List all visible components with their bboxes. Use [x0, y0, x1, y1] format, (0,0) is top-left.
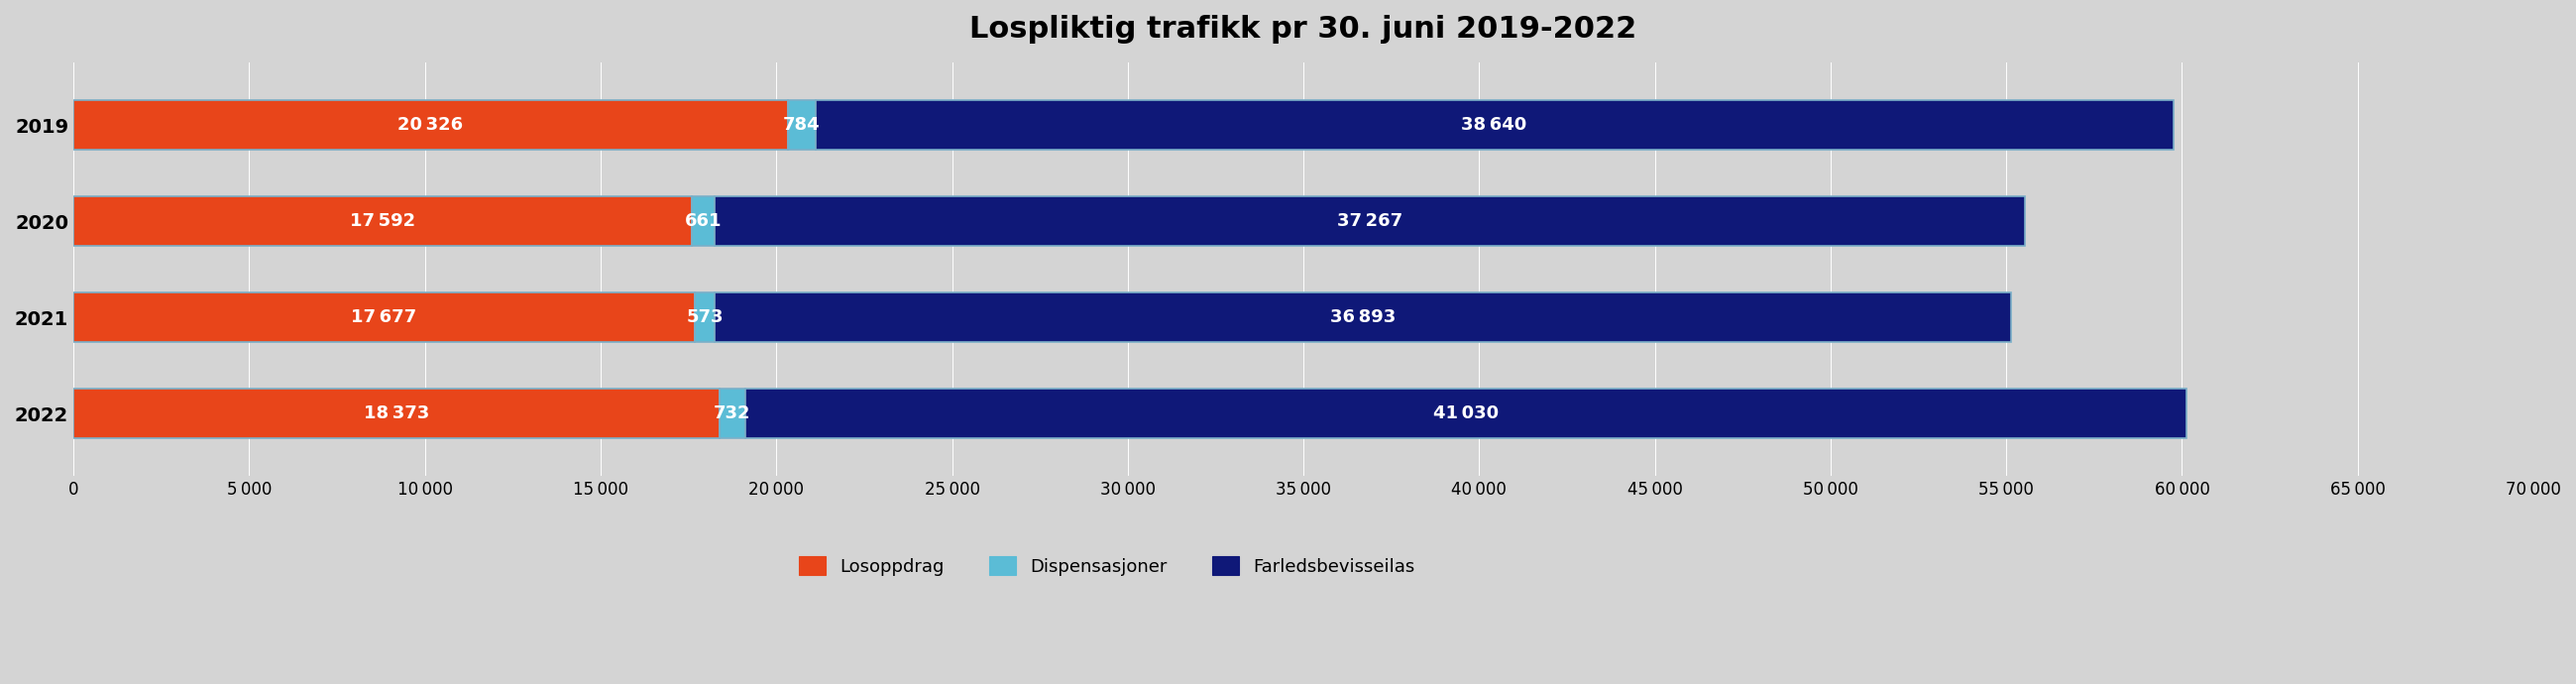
Text: 573: 573 — [685, 308, 724, 326]
Bar — [75, 100, 788, 150]
Text: 661: 661 — [685, 212, 721, 230]
Bar — [714, 292, 2012, 342]
Text: 20 326: 20 326 — [397, 116, 464, 134]
Bar — [75, 292, 696, 342]
Bar — [693, 196, 716, 246]
Bar — [719, 389, 744, 438]
Text: 37 267: 37 267 — [1337, 212, 1401, 230]
Bar — [75, 389, 719, 438]
Bar — [716, 196, 2025, 246]
Bar — [817, 100, 2174, 150]
Text: 732: 732 — [714, 404, 750, 422]
Bar — [744, 389, 2187, 438]
Text: 36 893: 36 893 — [1329, 308, 1396, 326]
Bar — [75, 196, 693, 246]
Text: 38 640: 38 640 — [1461, 116, 1528, 134]
Bar — [788, 100, 817, 150]
Text: 17 592: 17 592 — [350, 212, 415, 230]
Text: 41 030: 41 030 — [1432, 404, 1499, 422]
Legend: Losoppdrag, Dispensasjoner, Farledsbevisseilas: Losoppdrag, Dispensasjoner, Farledsbevis… — [791, 549, 1422, 583]
Text: 784: 784 — [783, 116, 819, 134]
Bar — [696, 292, 714, 342]
Text: 17 677: 17 677 — [350, 308, 417, 326]
Title: Lospliktig trafikk pr 30. juni 2019-2022: Lospliktig trafikk pr 30. juni 2019-2022 — [969, 15, 1638, 44]
Text: 18 373: 18 373 — [363, 404, 430, 422]
